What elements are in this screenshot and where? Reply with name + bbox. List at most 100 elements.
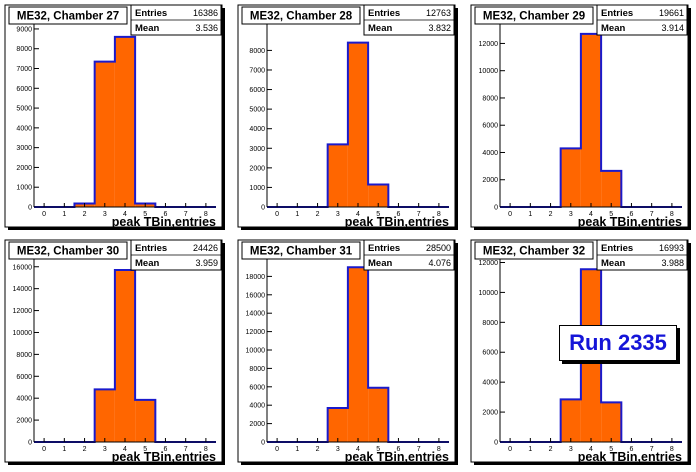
- y-tick-label: 2000: [16, 418, 32, 425]
- stats-entries-value: 12763: [426, 8, 451, 18]
- y-tick-label: 0: [28, 205, 32, 212]
- y-tick-label: 14000: [246, 311, 266, 318]
- title-box: [8, 241, 128, 260]
- histogram-bar: [94, 389, 115, 442]
- x-tick-label: 4: [356, 446, 360, 453]
- y-tick-label: 2000: [482, 410, 498, 417]
- y-tick-label: 4000: [16, 396, 32, 403]
- y-tick-label: 10000: [479, 68, 499, 75]
- x-tick-label: 8: [670, 446, 674, 453]
- x-tick-label: 0: [42, 446, 46, 453]
- y-tick-label: 4000: [249, 126, 265, 133]
- x-axis-title: peak TBin,entries: [112, 450, 216, 464]
- stats-mean-value: 4.076: [428, 258, 451, 268]
- x-tick-label: 4: [589, 446, 593, 453]
- histogram-bar: [368, 387, 389, 442]
- x-tick-label: 1: [62, 211, 66, 218]
- x-tick-label: 2: [549, 446, 553, 453]
- x-tick-label: 6: [396, 446, 400, 453]
- stats-mean-label: Mean: [601, 23, 625, 34]
- y-tick-label: 10000: [479, 290, 499, 297]
- histogram-bar: [601, 170, 622, 207]
- histogram-svg: 0 1000 2000 3000 4000 5000 6000 7000 8000 9000 0 1 2…: [4, 4, 225, 230]
- y-tick-label: 12000: [13, 308, 33, 315]
- histogram-bar: [94, 61, 115, 208]
- chart-title: ME32, Chamber 28: [250, 11, 353, 23]
- x-tick-label: 1: [528, 211, 532, 218]
- y-tick-label: 2000: [249, 165, 265, 172]
- x-tick-label: 7: [417, 211, 421, 218]
- x-tick-label: 2: [549, 211, 553, 218]
- y-tick-label: 8000: [16, 352, 32, 359]
- x-tick-label: 0: [508, 211, 512, 218]
- x-axis-title: peak TBin,entries: [345, 450, 449, 464]
- x-tick-label: 1: [295, 446, 299, 453]
- x-axis-title: peak TBin,entries: [345, 215, 449, 229]
- x-tick-label: 3: [336, 211, 340, 218]
- histogram-bar: [114, 270, 136, 442]
- title-box: [474, 6, 594, 25]
- chart-title: ME32, Chamber 32: [483, 246, 585, 258]
- pad-frame: [237, 239, 456, 463]
- y-tick-label: 10000: [246, 348, 266, 355]
- x-tick-label: 5: [376, 211, 380, 218]
- x-tick-label: 2: [316, 211, 320, 218]
- y-tick-label: 8000: [16, 46, 32, 53]
- stats-entries-label: Entries: [368, 243, 400, 254]
- x-tick-label: 6: [396, 211, 400, 218]
- y-tick-label: 4000: [482, 150, 498, 157]
- x-tick-label: 5: [609, 211, 613, 218]
- stats-mean-value: 3.832: [428, 23, 451, 33]
- x-axis-title: peak TBin,entries: [578, 450, 682, 464]
- y-tick-label: 16000: [13, 264, 33, 271]
- x-tick-label: 2: [83, 211, 87, 218]
- run-label-text: Run 2335: [569, 330, 667, 355]
- x-tick-label: 6: [629, 446, 633, 453]
- y-tick-label: 3000: [16, 145, 32, 152]
- stats-mean-label: Mean: [368, 23, 392, 34]
- histogram-pad: 0 2000 4000 6000 8000 10000 12000 14000 16000 0 1 2…: [4, 239, 226, 466]
- x-tick-label: 8: [437, 211, 441, 218]
- x-tick-label: 6: [163, 446, 167, 453]
- title-box: [8, 6, 128, 25]
- histogram-bar: [368, 184, 389, 207]
- y-tick-label: 5000: [249, 107, 265, 114]
- stats-entries-value: 19661: [659, 8, 684, 18]
- x-tick-label: 7: [417, 446, 421, 453]
- x-tick-label: 0: [508, 446, 512, 453]
- y-tick-label: 2000: [482, 177, 498, 184]
- y-tick-label: 0: [261, 440, 265, 447]
- histogram-svg: 0 2000 4000 6000 8000 10000 12000 0 1 2 3 4 5 6 7 8peak…: [470, 4, 691, 230]
- x-tick-label: 5: [143, 446, 147, 453]
- x-tick-label: 7: [184, 211, 188, 218]
- x-tick-label: 7: [184, 446, 188, 453]
- histogram-bar: [347, 42, 369, 208]
- stats-entries-label: Entries: [368, 8, 400, 19]
- x-tick-label: 6: [629, 211, 633, 218]
- y-tick-label: 3000: [249, 146, 265, 153]
- run-label: Run 2335: [559, 325, 677, 361]
- histogram-pad: 0 2000 4000 6000 8000 10000 12000 14000 16000 180…: [237, 239, 459, 466]
- y-tick-label: 4000: [249, 403, 265, 410]
- y-tick-label: 4000: [16, 125, 32, 132]
- y-tick-label: 6000: [482, 123, 498, 130]
- chart-title: ME32, Chamber 31: [250, 246, 353, 258]
- x-tick-label: 5: [376, 446, 380, 453]
- stats-entries-label: Entries: [601, 8, 633, 19]
- x-tick-label: 3: [569, 211, 573, 218]
- histogram-bar: [347, 267, 369, 442]
- y-tick-label: 18000: [246, 274, 266, 281]
- y-tick-label: 8000: [482, 320, 498, 327]
- histogram-outline: [267, 41, 449, 208]
- y-tick-label: 0: [261, 205, 265, 212]
- y-tick-label: 9000: [16, 26, 32, 33]
- y-tick-label: 4000: [482, 380, 498, 387]
- x-tick-label: 0: [42, 211, 46, 218]
- x-axis-title: peak TBin,entries: [112, 215, 216, 229]
- histogram-bar: [601, 402, 622, 442]
- y-tick-label: 6000: [482, 350, 498, 357]
- stats-entries-value: 24426: [193, 243, 218, 253]
- stats-mean-value: 3.914: [661, 23, 684, 33]
- histogram-svg: 0200040006000800010000120001400016000180…: [237, 239, 458, 465]
- y-tick-label: 1000: [249, 185, 265, 192]
